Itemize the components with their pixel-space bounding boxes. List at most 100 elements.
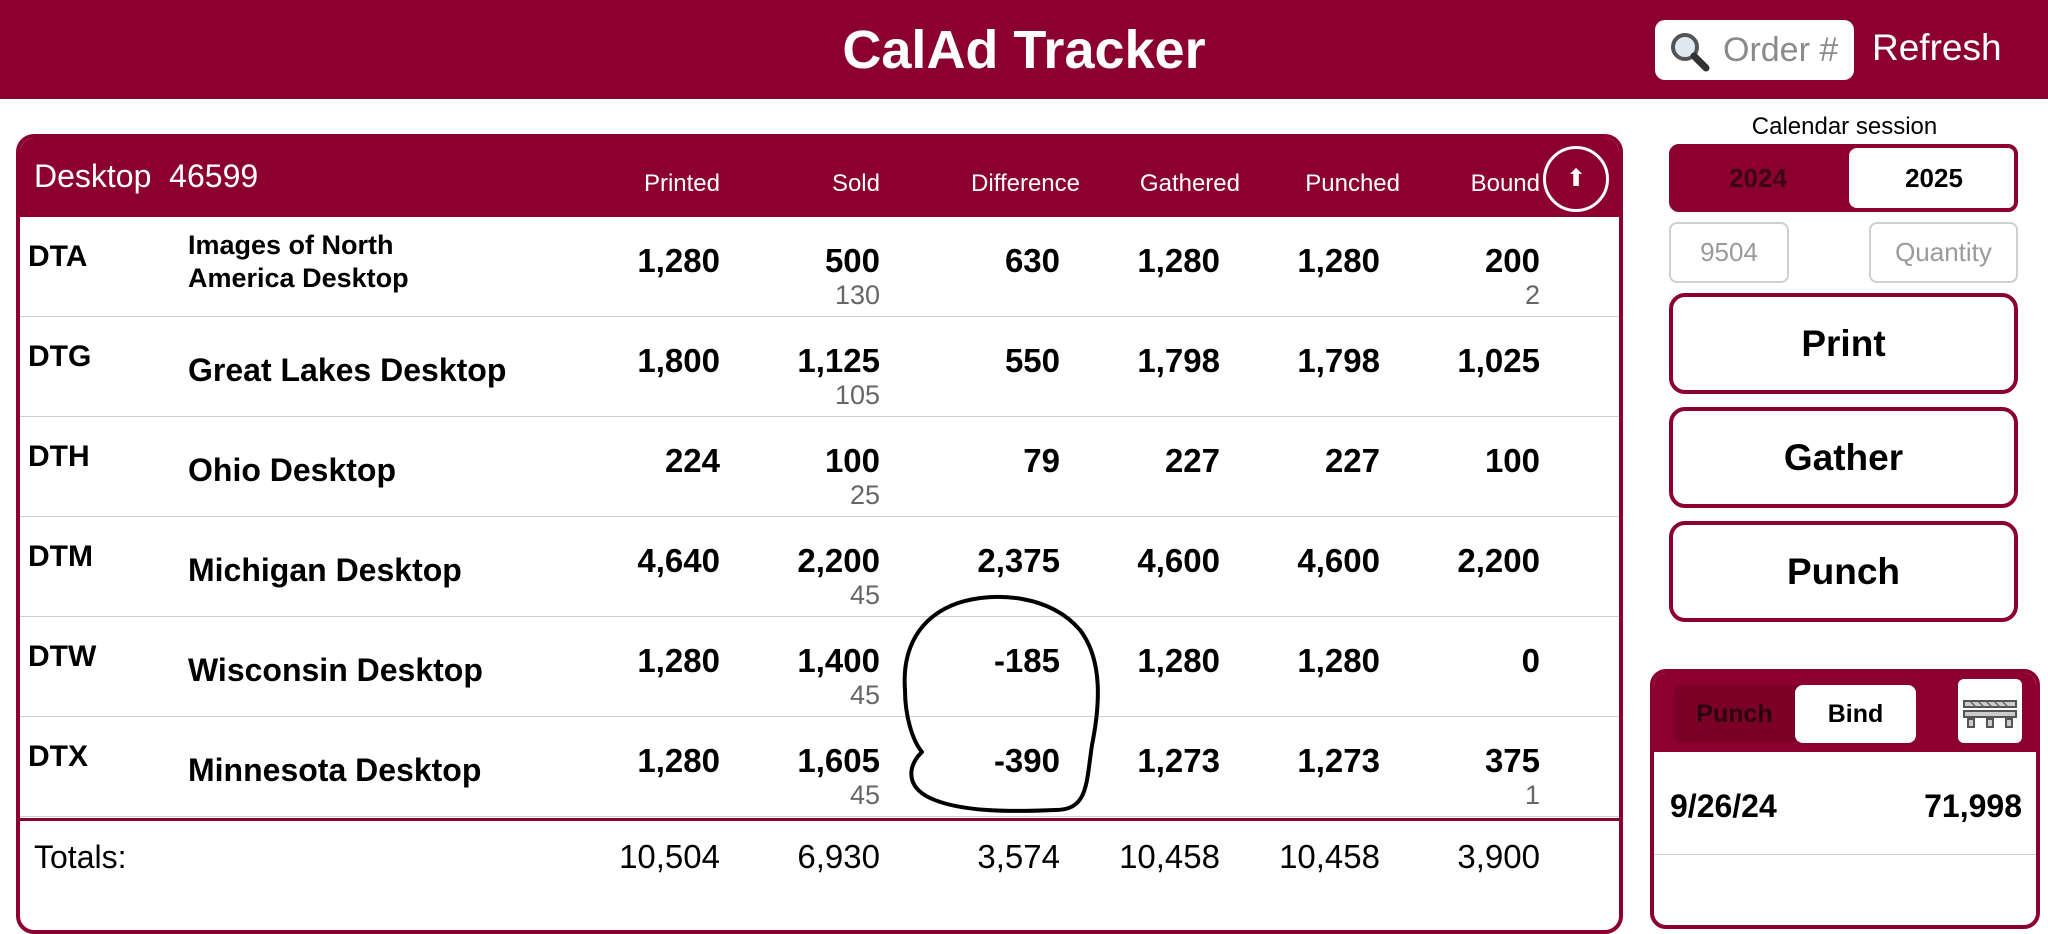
table-title: Desktop 46599 xyxy=(34,156,258,196)
totals-row: Totals: 10,504 6,930 3,574 10,458 10,458… xyxy=(20,818,1619,908)
table-row[interactable]: DTX Minnesota Desktop 1,280 1,605 45 -39… xyxy=(20,717,1619,817)
row-punched: 1,798 xyxy=(1297,342,1380,379)
arrow-up-icon: ⬆ xyxy=(1565,165,1587,192)
totals-difference: 3,574 xyxy=(977,838,1060,875)
log-entry[interactable]: 9/26/24 71,998 xyxy=(1654,752,2036,855)
row-punched: 1,273 xyxy=(1297,742,1380,779)
pallet-button[interactable] xyxy=(1958,679,2022,743)
log-entry-value: 71,998 xyxy=(1924,788,2022,824)
row-sold: 100 xyxy=(824,442,880,479)
row-punched: 1,280 xyxy=(1297,242,1380,279)
table-count: 46599 xyxy=(169,158,259,194)
search-icon xyxy=(1671,33,1710,72)
row-difference: 2,375 xyxy=(977,542,1060,579)
row-bound: 0 xyxy=(1521,642,1540,679)
table-row[interactable]: DTH Ohio Desktop 224 100 25 79 227 227 1… xyxy=(20,417,1619,517)
row-bound: 375 xyxy=(1484,742,1540,779)
row-gathered: 1,280 xyxy=(1137,242,1220,279)
row-code: DTX xyxy=(28,740,88,773)
gather-button[interactable]: Gather xyxy=(1669,407,2018,508)
totals-gathered: 10,458 xyxy=(1119,838,1220,875)
row-difference: 630 xyxy=(1004,242,1060,279)
year-option-2024[interactable]: 2024 xyxy=(1673,148,1843,208)
search-placeholder: Order # xyxy=(1723,31,1839,69)
tab-bind[interactable]: Bind xyxy=(1795,685,1916,743)
row-name: Wisconsin Desktop xyxy=(188,652,483,688)
table-header: Desktop 46599 Printed Sold Difference Ga… xyxy=(20,138,1619,217)
row-name: Minnesota Desktop xyxy=(188,752,482,788)
punch-bind-log-card: Punch Bind 9/26/24 71,998 xyxy=(1650,669,2040,929)
totals-label: Totals: xyxy=(34,839,127,875)
log-header: Punch Bind xyxy=(1654,673,2036,752)
row-sold-sub: 130 xyxy=(834,280,880,310)
quantity-field[interactable]: Quantity xyxy=(1869,222,2018,283)
code-field[interactable]: 9504 xyxy=(1669,222,1789,283)
refresh-button[interactable]: Refresh xyxy=(1872,27,2002,68)
row-sold: 1,605 xyxy=(797,742,880,779)
log-entry-partial[interactable] xyxy=(1654,856,2036,925)
row-name: Ohio Desktop xyxy=(188,452,397,488)
totals-punched: 10,458 xyxy=(1279,838,1380,875)
totals-printed: 10,504 xyxy=(619,838,720,875)
row-sold-sub: 45 xyxy=(849,580,880,610)
table-row[interactable]: DTW Wisconsin Desktop 1,280 1,400 45 -18… xyxy=(20,617,1619,717)
row-name: Michigan Desktop xyxy=(188,552,462,588)
column-header-difference: Difference xyxy=(971,170,1080,197)
column-header-printed: Printed xyxy=(643,170,720,197)
row-printed: 1,280 xyxy=(637,742,720,779)
row-bound-sub: 2 xyxy=(1524,280,1540,310)
row-printed: 224 xyxy=(664,442,720,479)
order-search-field[interactable]: Order # xyxy=(1655,20,1854,80)
table-row[interactable]: DTG Great Lakes Desktop 1,800 1,125 105 … xyxy=(20,317,1619,417)
year-segmented-control: 2024 2025 xyxy=(1669,144,2018,212)
punch-button[interactable]: Punch xyxy=(1669,521,2018,622)
row-gathered: 4,600 xyxy=(1137,542,1220,579)
row-gathered: 1,798 xyxy=(1137,342,1220,379)
row-gathered: 1,273 xyxy=(1137,742,1220,779)
row-punched: 227 xyxy=(1324,442,1380,479)
row-bound: 2,200 xyxy=(1457,542,1540,579)
row-printed: 1,280 xyxy=(637,242,720,279)
log-entry-date: 9/26/24 xyxy=(1670,788,1777,824)
row-bound-sub: 1 xyxy=(1524,780,1540,810)
row-bound: 200 xyxy=(1484,242,1540,279)
table-row[interactable]: DTA Images of North America Desktop 1,28… xyxy=(20,217,1619,317)
row-difference: -390 xyxy=(993,742,1060,779)
row-difference: -185 xyxy=(993,642,1060,679)
top-bar: CalAd Tracker Order # Refresh xyxy=(0,0,2048,99)
row-bound: 100 xyxy=(1484,442,1540,479)
row-gathered: 227 xyxy=(1164,442,1220,479)
row-punched: 1,280 xyxy=(1297,642,1380,679)
punch-bind-segmented-control: Punch Bind xyxy=(1674,685,1916,743)
row-code: DTM xyxy=(28,540,93,573)
row-sold-sub: 45 xyxy=(849,780,880,810)
row-punched: 4,600 xyxy=(1297,542,1380,579)
row-name: Great Lakes Desktop xyxy=(188,352,507,388)
totals-bound: 3,900 xyxy=(1457,838,1540,875)
row-sold-sub: 45 xyxy=(849,680,880,710)
row-sold: 1,400 xyxy=(797,642,880,679)
desktop-table-card: Desktop 46599 Printed Sold Difference Ga… xyxy=(16,134,1623,934)
calendar-session-label: Calendar session xyxy=(1751,113,1938,140)
pallet-icon xyxy=(1963,700,2017,728)
row-sold-sub: 25 xyxy=(849,480,880,510)
row-sold-sub: 105 xyxy=(834,380,880,410)
scroll-to-top-button[interactable]: ⬆ xyxy=(1543,146,1609,212)
column-header-bound: Bound xyxy=(1470,170,1540,197)
row-code: DTA xyxy=(28,240,88,273)
row-sold: 500 xyxy=(824,242,880,279)
row-code: DTW xyxy=(28,640,97,673)
column-header-gathered: Gathered xyxy=(1139,170,1240,197)
row-difference: 550 xyxy=(1004,342,1060,379)
row-bound: 1,025 xyxy=(1457,342,1540,379)
year-option-2025[interactable]: 2025 xyxy=(1849,148,2014,208)
row-code: DTG xyxy=(28,340,92,373)
tab-punch[interactable]: Punch xyxy=(1696,700,1773,728)
row-code: DTH xyxy=(28,440,90,473)
row-printed: 1,280 xyxy=(637,642,720,679)
print-button[interactable]: Print xyxy=(1669,293,2018,394)
row-printed: 4,640 xyxy=(637,542,720,579)
table-row[interactable]: DTM Michigan Desktop 4,640 2,200 45 2,37… xyxy=(20,517,1619,617)
row-name: Images of North America Desktop xyxy=(188,230,409,293)
column-header-punched: Punched xyxy=(1305,170,1400,197)
